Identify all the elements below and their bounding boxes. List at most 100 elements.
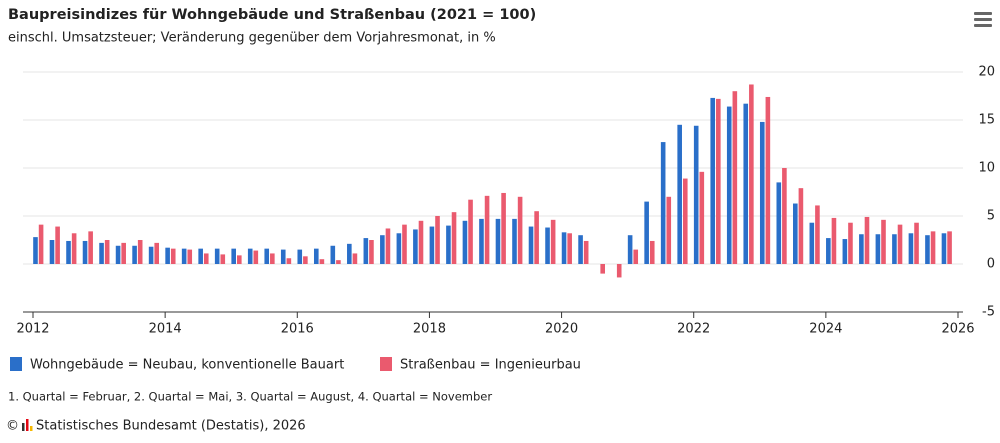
bar: [892, 234, 897, 264]
bar: [237, 255, 242, 264]
bar: [132, 245, 137, 264]
bar: [336, 260, 341, 264]
chart-title: Baupreisindizes für Wohngebäude und Stra…: [8, 7, 536, 23]
x-tick-label: 2012: [16, 322, 49, 337]
bar: [99, 242, 104, 264]
bar: [793, 203, 798, 264]
bar: [66, 240, 71, 264]
bar: [875, 234, 881, 264]
bar: [716, 98, 721, 264]
bar: [319, 259, 325, 264]
bar: [693, 125, 699, 264]
x-tick-label: 2024: [809, 322, 842, 337]
bar: [914, 222, 919, 264]
bar: [831, 217, 837, 264]
bar: [479, 218, 484, 264]
bar: [925, 235, 930, 264]
bar: [600, 264, 605, 274]
bar: [297, 249, 303, 264]
bar: [633, 249, 639, 264]
bar: [264, 248, 270, 264]
legend-label[interactable]: Wohngebäude = Neubau, konventionelle Bau…: [30, 358, 344, 373]
bar: [484, 195, 490, 264]
bar: [495, 218, 501, 264]
bar: [253, 250, 259, 264]
bar: [435, 216, 440, 264]
source: Statistisches Bundesamt (Destatis), 2026: [36, 419, 306, 434]
bar: [71, 233, 77, 264]
copyright: ©: [6, 419, 19, 434]
bar: [501, 192, 506, 264]
bar: [468, 199, 473, 264]
bar: [418, 220, 424, 264]
bar: [583, 240, 589, 264]
bar: [815, 205, 820, 264]
bar: [534, 211, 539, 264]
bar: [864, 216, 870, 264]
bar: [682, 178, 688, 264]
y-tick-label: 15: [978, 113, 995, 128]
x-tick-label: 2014: [149, 322, 182, 337]
y-tick-label: 0: [987, 257, 995, 272]
bar: [385, 228, 391, 264]
bar: [380, 235, 385, 264]
x-tick-label: 2026: [941, 322, 974, 337]
bar: [826, 238, 831, 264]
bar: [330, 245, 336, 264]
footnote: 1. Quartal = Februar, 2. Quartal = Mai, …: [8, 390, 492, 404]
x-tick-label: 2016: [281, 322, 314, 337]
bar: [231, 248, 236, 264]
bar: [782, 168, 787, 264]
bar: [550, 219, 556, 264]
bar: [165, 247, 170, 264]
bar: [203, 253, 209, 264]
bar: [170, 248, 176, 264]
bar: [396, 233, 402, 264]
bar: [859, 234, 864, 264]
logo: [22, 419, 33, 431]
bar: [154, 242, 160, 264]
bar: [666, 196, 672, 264]
bar: [660, 142, 666, 264]
menu-bar[interactable]: [974, 18, 992, 21]
bar: [776, 182, 782, 264]
bar: [198, 248, 203, 264]
bar: [798, 188, 804, 264]
bar: [214, 248, 220, 264]
bar: [545, 227, 550, 264]
bar: [947, 231, 952, 264]
bar: [743, 103, 749, 265]
bar: [930, 231, 936, 264]
menu-bar[interactable]: [974, 24, 992, 27]
bar: [247, 248, 253, 264]
y-tick-label: 5: [987, 209, 995, 224]
bar: [280, 249, 286, 264]
bar: [148, 246, 154, 264]
bar: [429, 226, 435, 264]
bar: [759, 121, 765, 264]
bar: [402, 224, 407, 264]
bar: [908, 233, 914, 264]
bar: [517, 196, 523, 264]
y-tick-label: 20: [978, 65, 995, 80]
bar: [616, 264, 622, 278]
bar: [451, 212, 457, 264]
bar: [699, 171, 705, 264]
bar: [347, 243, 352, 264]
x-tick-label: 2020: [545, 322, 578, 337]
bar: [881, 219, 886, 264]
menu-bar[interactable]: [974, 12, 992, 15]
bar: [809, 222, 815, 264]
bar: [121, 242, 126, 264]
bar: [462, 220, 468, 264]
legend-label[interactable]: Straßenbau = Ingenieurbau: [400, 358, 581, 373]
bar: [115, 245, 121, 264]
y-tick-label: -5: [982, 305, 995, 320]
bar: [644, 201, 649, 264]
bar: [897, 224, 903, 264]
bar: [677, 124, 682, 264]
x-tick-label: 2018: [413, 322, 446, 337]
bar: [363, 238, 369, 264]
bar: [313, 248, 319, 264]
menu-icon[interactable]: [974, 12, 992, 27]
